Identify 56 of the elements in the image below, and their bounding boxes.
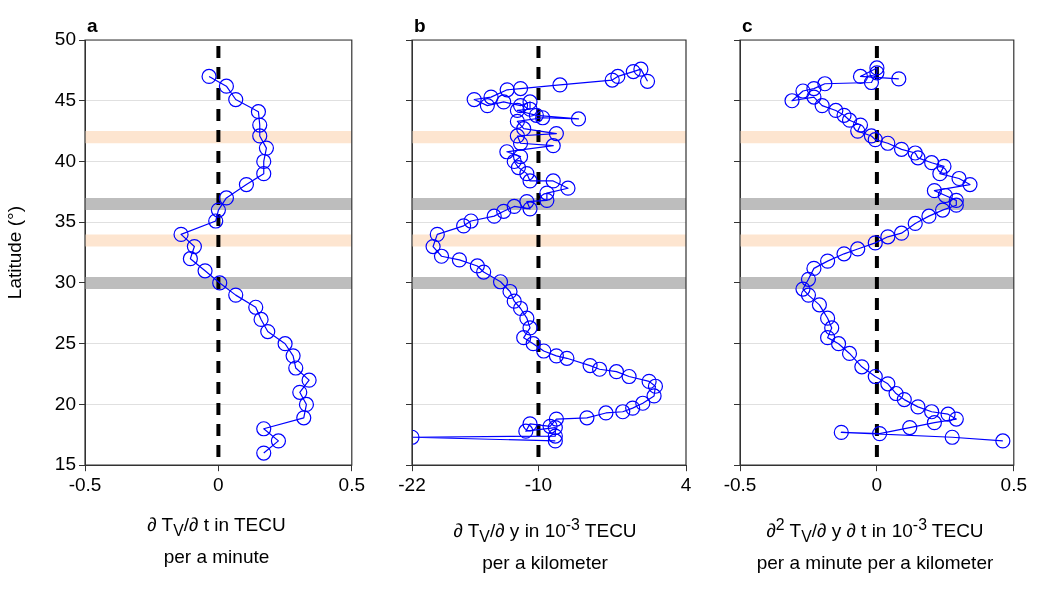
x-tick-label: -22 <box>398 473 426 495</box>
point <box>292 384 308 400</box>
x-tick-label: 0.5 <box>1000 473 1027 495</box>
y-tick-label: 15 <box>54 453 76 475</box>
point <box>173 226 189 242</box>
y-tick-label: 30 <box>54 271 76 293</box>
y-tick-label: 50 <box>54 28 76 50</box>
point <box>301 372 317 388</box>
point <box>238 176 255 193</box>
point <box>212 275 228 291</box>
point <box>298 396 315 413</box>
x-tick-label: 0 <box>213 473 224 495</box>
y-tick-label: 25 <box>54 331 76 353</box>
x-tick-label: -0.5 <box>68 473 102 495</box>
point <box>256 153 272 170</box>
x-tick-label: -10 <box>524 473 553 495</box>
y-axis-title: Latitude (°) <box>3 206 25 300</box>
point <box>252 128 268 144</box>
point <box>228 287 244 303</box>
chart-title: a <box>87 14 98 36</box>
point <box>252 117 268 133</box>
x-tick-label: -0.5 <box>723 473 757 495</box>
y-tick-label: 35 <box>54 210 76 232</box>
point <box>218 78 234 94</box>
point <box>277 336 293 352</box>
x-axis-title: ∂ T$_{V}$/∂ y in 10$^{-3}$ TECU per a kilometer <box>452 515 638 576</box>
x-axis-title: ∂ T$_{V}$/∂ t in TECU per a minute <box>146 513 287 569</box>
point <box>296 410 312 426</box>
point <box>186 238 202 255</box>
y-tick-label: 20 <box>54 392 76 414</box>
point <box>210 202 226 218</box>
point <box>256 166 272 182</box>
x-tick-label: 0.5 <box>338 473 365 495</box>
point <box>250 104 267 120</box>
point <box>258 140 275 156</box>
chart-title: c <box>742 14 753 36</box>
point <box>248 299 264 315</box>
point <box>285 348 301 364</box>
y-tick-label: 45 <box>54 88 76 110</box>
point <box>260 323 276 340</box>
point <box>270 433 287 449</box>
point <box>201 68 217 85</box>
point <box>182 251 198 267</box>
point <box>208 213 224 229</box>
point <box>253 311 269 328</box>
y-tick-label: 40 <box>54 149 76 171</box>
x-tick-label: 4 <box>680 473 692 495</box>
point <box>288 360 304 376</box>
chart-title: b <box>414 14 426 36</box>
point <box>218 190 234 206</box>
x-axis-title: ∂$^{2}$ T$_{V}$/∂ y ∂ t in 10$^{-3}$ TECU per a minute per a kilometer <box>755 515 995 576</box>
point <box>228 91 244 108</box>
point <box>256 445 272 461</box>
point <box>197 263 213 279</box>
x-tick-label: 0 <box>871 473 883 495</box>
point <box>256 421 272 437</box>
